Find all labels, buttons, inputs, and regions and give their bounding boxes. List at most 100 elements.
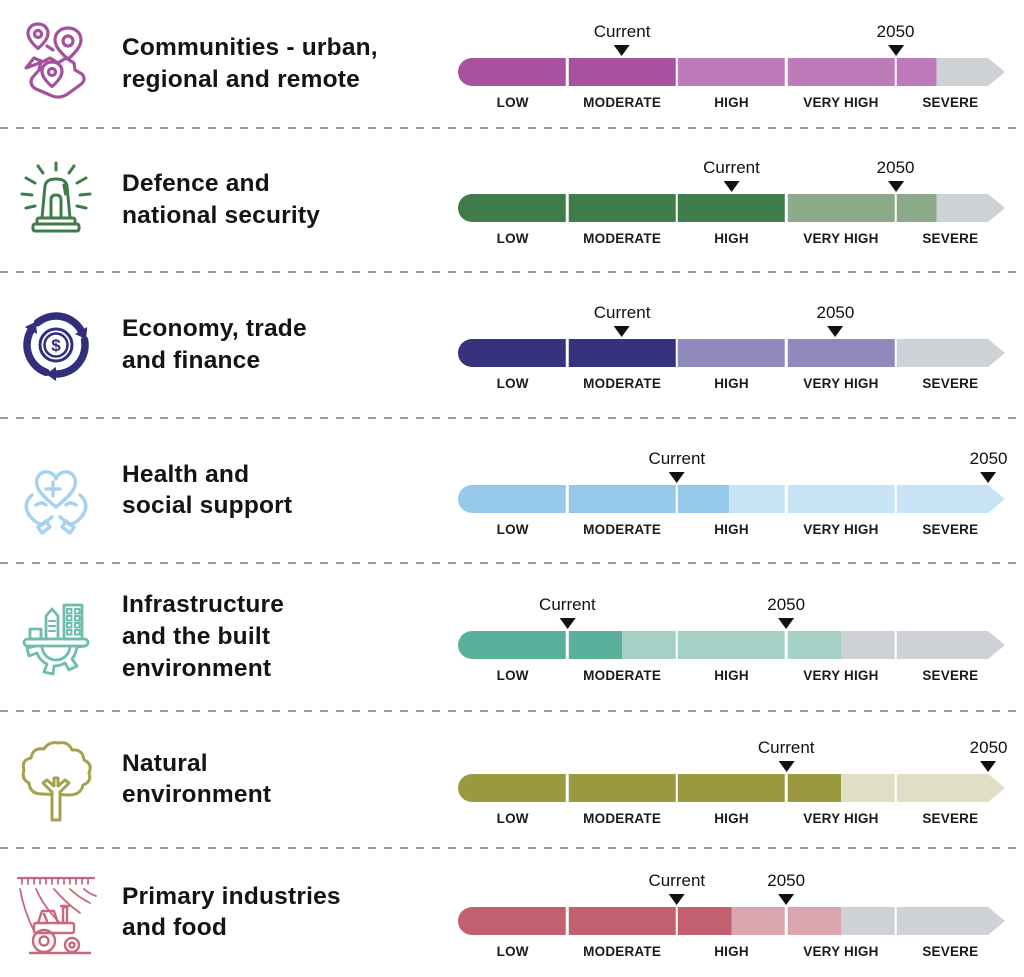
- marker-current-label: Current: [648, 448, 706, 468]
- risk-track: [458, 58, 988, 86]
- marker-current: Current: [648, 449, 705, 483]
- scale-tick-label: HIGH: [714, 668, 749, 683]
- marker-current: Current: [703, 158, 760, 192]
- scale-tick-label: VERY HIGH: [803, 521, 879, 537]
- tractor-icon: [8, 865, 104, 961]
- sector-row: Health and social support Current 2050 L…: [0, 418, 1024, 564]
- tree-icon: [8, 732, 104, 828]
- risk-scale: Current 2050 LOW MODERATE HIGH VERY HIGH SEV…: [458, 867, 1005, 959]
- marker-future: 2050: [969, 737, 1008, 772]
- segment-divider: [894, 194, 897, 222]
- segment-divider: [784, 906, 788, 935]
- segment-divider: [566, 906, 569, 935]
- scale-tick-label: VERY HIGH: [803, 376, 879, 391]
- scale-tick-label: MODERATE: [583, 95, 662, 110]
- scale-tick-label: SEVERE: [922, 668, 979, 683]
- scale-tick-label: HIGH: [714, 810, 749, 826]
- risk-bar: [458, 484, 1005, 513]
- risk-track: [458, 631, 988, 659]
- sector-row: Primary industries and food Current 2050…: [0, 848, 1024, 977]
- segment-divider: [784, 339, 788, 367]
- risk-scale: Current 2050 LOW MODERATE HIGH VERY HIGH SEV…: [458, 734, 1008, 826]
- siren-icon: [8, 152, 104, 248]
- segment-divider: [894, 631, 897, 659]
- sector-row: $ Economy, trade and finance Current 205…: [0, 272, 1024, 419]
- risk-track: [458, 773, 988, 802]
- scale-tick-labels: LOW MODERATE HIGH VERY HIGH SEVERE: [458, 668, 1005, 683]
- segment-divider: [675, 773, 679, 802]
- marker-triangle-icon: [668, 893, 685, 905]
- marker-triangle-icon: [668, 471, 685, 483]
- marker-future-label: 2050: [767, 595, 806, 614]
- segment-divider: [784, 631, 788, 659]
- segment-divider: [566, 58, 569, 86]
- segment-divider: [675, 484, 679, 513]
- scale-tick-label: SEVERE: [922, 810, 979, 826]
- marker-future-label: 2050: [876, 158, 915, 177]
- scale-tick-label: HIGH: [714, 95, 749, 110]
- marker-triangle-icon: [614, 326, 631, 337]
- end-arrow-tip-icon: [988, 58, 1005, 86]
- marker-triangle-icon: [614, 45, 631, 56]
- segment-divider: [675, 906, 679, 935]
- svg-text:$: $: [51, 336, 61, 355]
- scale-tick-label: LOW: [496, 668, 529, 683]
- segment-divider: [566, 631, 569, 659]
- segment-divider: [566, 339, 569, 367]
- scale-tick-labels: LOW MODERATE HIGH VERY HIGH SEVERE: [458, 522, 1005, 537]
- scale-tick-label: MODERATE: [583, 943, 662, 959]
- marker-triangle-icon: [778, 893, 795, 905]
- marker-current-label: Current: [703, 158, 760, 177]
- segment-divider: [675, 194, 679, 222]
- sector-row: Communities - urban, regional and remote…: [0, 0, 1024, 129]
- scale-tick-label: LOW: [496, 95, 529, 110]
- risk-scale: Current 2050 LOW MODERATE HIGH VERY HIGH SEV…: [458, 591, 1005, 683]
- marker-future-label: 2050: [969, 737, 1008, 757]
- scale-tick-label: HIGH: [714, 376, 749, 391]
- segment-divider: [675, 631, 679, 659]
- sector-label: Health and social support: [122, 460, 293, 520]
- end-arrow-tip-icon: [988, 631, 1005, 659]
- segment-divider: [894, 484, 897, 513]
- marker-triangle-icon: [559, 618, 576, 629]
- marker-current-label: Current: [593, 303, 651, 322]
- scale-tick-label: VERY HIGH: [803, 95, 879, 110]
- scale-tick-labels: LOW MODERATE HIGH VERY HIGH SEVERE: [458, 944, 1005, 959]
- scale-tick-label: LOW: [496, 810, 529, 826]
- sector-label: Primary industries and food: [122, 882, 341, 942]
- scale-tick-label: SEVERE: [922, 231, 979, 246]
- marker-layer: Current 2050: [458, 154, 1005, 192]
- risk-track: [458, 484, 988, 513]
- marker-current: Current: [758, 738, 815, 772]
- scale-tick-label: MODERATE: [583, 376, 662, 391]
- risk-bar: [458, 339, 1005, 367]
- segment-divider: [566, 484, 569, 513]
- scale-tick-labels: LOW MODERATE HIGH VERY HIGH SEVERE: [458, 95, 1005, 110]
- scale-tick-label: VERY HIGH: [803, 231, 879, 246]
- segment-divider: [784, 58, 788, 86]
- risk-track: [458, 906, 988, 935]
- sector-label: Economy, trade and finance: [122, 315, 307, 374]
- health-icon: [8, 443, 104, 539]
- marker-triangle-icon: [778, 760, 795, 772]
- marker-future: 2050: [817, 303, 854, 337]
- risk-bar: [458, 631, 1005, 659]
- marker-triangle-icon: [980, 471, 997, 483]
- scale-tick-label: VERY HIGH: [803, 810, 879, 826]
- scale-tick-labels: LOW MODERATE HIGH VERY HIGH SEVERE: [458, 811, 1005, 826]
- marker-future-label: 2050: [969, 448, 1008, 468]
- segment-divider: [784, 194, 788, 222]
- marker-future-label: 2050: [767, 870, 806, 890]
- scale-tick-label: SEVERE: [922, 376, 979, 391]
- risk-scale: Current 2050 LOW MODERATE HIGH VERY HIGH SEV…: [458, 299, 1005, 391]
- scale-tick-label: SEVERE: [922, 943, 979, 959]
- scale-tick-labels: LOW MODERATE HIGH VERY HIGH SEVERE: [458, 231, 1005, 246]
- marker-current-label: Current: [648, 870, 706, 890]
- scale-tick-label: MODERATE: [583, 231, 662, 246]
- risk-track: [458, 194, 988, 222]
- risk-track: [458, 339, 988, 367]
- sector-label: Defence and national security: [122, 170, 321, 229]
- scale-tick-label: HIGH: [714, 231, 749, 246]
- sector-row: Defence and national security Current 20…: [0, 128, 1024, 273]
